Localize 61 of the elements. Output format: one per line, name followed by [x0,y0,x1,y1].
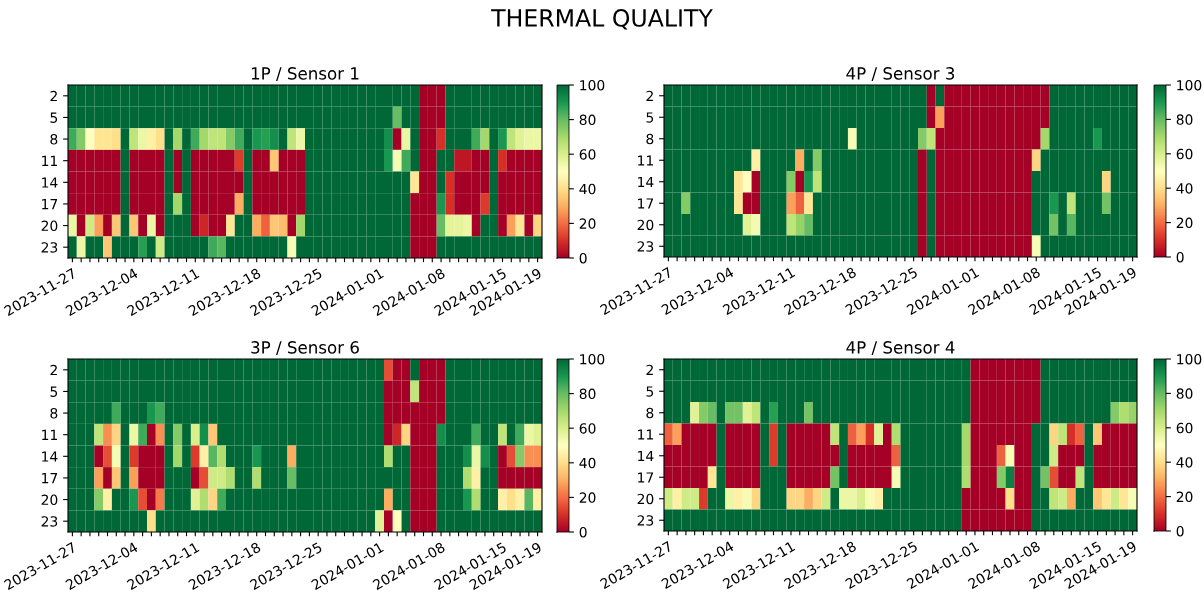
y-tick-label: 17 [638,472,654,483]
color-bar-label: 0 [1176,251,1184,263]
color-bar-label: 80 [1176,388,1193,399]
color-bar-label: 100 [1177,353,1202,365]
color-bar-label: 100 [580,353,605,365]
color-bar-label: 100 [1177,79,1202,91]
color-bar-label: 20 [1176,217,1193,229]
y-tick-label: 2 [646,90,653,102]
y-tick-label: 2 [50,90,57,102]
y-tick-label: 5 [50,386,58,397]
y-tick-label: 11 [638,155,653,166]
color-bar-label: 60 [1176,148,1193,160]
chart-title: 3P / Sensor 6 [251,341,359,355]
y-tick-label: 17 [638,198,654,209]
chart-title: 1P / Sensor 1 [251,67,359,81]
color-bar-label: 0 [1176,525,1184,537]
color-bar-label: 80 [1176,114,1193,125]
y-tick-label: 20 [41,220,58,232]
y-tick-label: 5 [646,112,654,123]
color-bar-label: 80 [579,388,596,400]
color-bar-label: 60 [579,149,596,160]
y-tick-label: 11 [42,155,57,166]
y-tick-label: 17 [42,199,58,210]
color-bar-label: 100 [580,79,605,91]
color-bar-label: 40 [579,183,596,195]
color-bar-label: 40 [1176,183,1193,194]
y-tick-label: 8 [646,133,654,145]
color-bar-label: 80 [579,114,596,126]
y-tick-label: 14 [42,177,58,188]
color-bar-label: 60 [1176,422,1193,434]
y-tick-label: 8 [50,408,58,419]
y-tick-label: 20 [637,219,654,231]
y-tick-label: 2 [50,364,57,376]
y-tick-label: 17 [42,473,58,484]
text: THERMAL QUALITY [491,8,713,30]
y-tick-label: 14 [42,451,58,462]
y-tick-label: 20 [637,493,654,505]
color-bar-label: 60 [579,423,596,434]
color-bar-label: 20 [1176,491,1193,503]
y-tick-label: 5 [646,386,654,397]
y-tick-label: 23 [637,515,654,526]
y-tick-label: 23 [41,242,58,253]
y-tick-label: 14 [638,176,654,188]
y-tick-label: 11 [638,429,653,440]
y-tick-label: 14 [638,450,654,462]
y-tick-label: 23 [41,516,58,527]
color-bar-label: 0 [579,252,587,264]
color-bar-label: 40 [579,457,596,469]
color-bar-label: 40 [1176,457,1193,468]
color-bar-label: 20 [579,218,596,229]
y-tick-label: 5 [50,112,58,123]
chart-title: 4P / Sensor 4 [846,341,955,355]
y-tick-label: 8 [646,407,654,419]
color-bar-label: 20 [579,492,596,503]
y-tick-label: 20 [41,494,58,506]
y-tick-label: 8 [50,134,58,145]
y-tick-label: 11 [42,429,57,440]
color-bar-label: 0 [579,526,587,538]
y-tick-label: 2 [646,364,653,376]
chart-title: 4P / Sensor 3 [846,67,955,81]
y-tick-label: 23 [637,241,654,252]
